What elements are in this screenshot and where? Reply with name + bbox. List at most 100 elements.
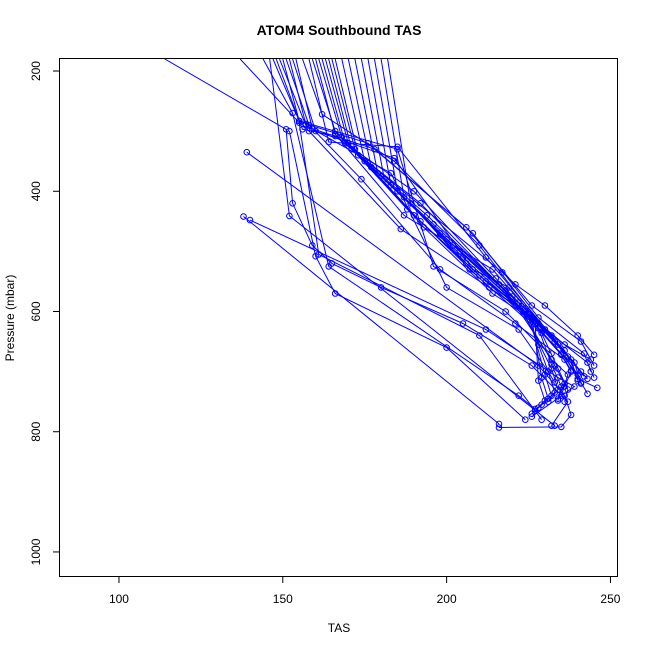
data-point [535, 362, 542, 369]
data-point [463, 224, 470, 231]
data-point [528, 362, 536, 369]
data-point [548, 361, 555, 368]
data-point [443, 344, 450, 351]
data-point [482, 254, 490, 261]
data-point [551, 338, 559, 345]
y-tick-label: 200 [29, 61, 43, 81]
series-line-24 [374, 59, 546, 415]
data-point [443, 284, 450, 291]
data-point [282, 126, 290, 133]
data-point [590, 374, 598, 381]
data-point [469, 266, 477, 273]
data-point [430, 263, 437, 270]
data-point [482, 326, 490, 333]
data-point [489, 290, 496, 297]
series-line-1 [164, 59, 569, 426]
data-point [289, 200, 296, 207]
data-point [400, 212, 408, 219]
x-tick-label: 150 [273, 592, 293, 606]
data-point [558, 350, 565, 357]
data-point [394, 145, 401, 153]
data-point [538, 329, 545, 337]
data-point [390, 154, 398, 162]
data-point [584, 359, 591, 366]
data-point [554, 397, 562, 404]
data-point [538, 416, 545, 424]
data-point [502, 308, 509, 315]
data-point [286, 127, 293, 135]
data-point [590, 351, 598, 359]
data-point [541, 397, 549, 404]
data-point [495, 424, 503, 431]
data-point [535, 377, 542, 384]
series-line-2 [246, 151, 572, 428]
data-point [515, 326, 523, 333]
data-point [551, 422, 559, 430]
data-point [551, 379, 559, 386]
data-point [243, 148, 251, 156]
y-tick-label: 1000 [29, 538, 43, 565]
data-point [584, 390, 591, 398]
data-point [528, 410, 536, 418]
chart-title: ATOM4 Southbound TAS [257, 22, 422, 38]
x-axis-label: TAS [328, 621, 350, 635]
data-point [561, 398, 568, 406]
series-line-34 [272, 59, 552, 355]
x-tick-label: 250 [600, 592, 620, 606]
data-point [407, 200, 414, 207]
data-point [469, 230, 477, 237]
data-point [299, 126, 306, 133]
data-point [558, 423, 565, 431]
data-point [548, 350, 555, 357]
data-point [594, 384, 601, 392]
series-line-18 [334, 59, 569, 396]
data-point [587, 368, 595, 375]
data-point [459, 320, 467, 327]
data-point [554, 365, 562, 372]
data-point [387, 181, 395, 189]
data-point [567, 411, 575, 419]
data-point [312, 252, 319, 260]
series-line-9 [275, 59, 595, 356]
y-tick-label: 400 [29, 181, 43, 201]
y-tick-label: 600 [29, 301, 43, 321]
data-point [564, 371, 572, 378]
series-line-20 [347, 59, 559, 403]
series-line-3 [243, 216, 500, 425]
series-line-25 [380, 59, 562, 401]
data-point [358, 175, 365, 183]
data-point [351, 145, 359, 153]
data-point [331, 127, 339, 135]
series-layer [164, 59, 601, 431]
data-point [240, 213, 247, 220]
data-point [544, 395, 552, 403]
y-axis: 200 400 600 800 1000 [29, 61, 60, 565]
data-point [515, 392, 523, 400]
series-line-33 [279, 59, 556, 383]
data-point [544, 368, 552, 375]
data-point [489, 266, 496, 273]
data-point [315, 251, 323, 258]
data-point [561, 356, 568, 363]
plot-frame [59, 58, 618, 577]
data-point [580, 350, 588, 357]
series-line-8 [269, 59, 556, 427]
x-axis: 100 150 200 250 [109, 576, 621, 606]
data-point [318, 111, 326, 118]
data-point [295, 117, 303, 125]
data-point [558, 383, 565, 390]
series-line-26 [387, 59, 569, 402]
data-point [476, 332, 483, 339]
data-point [495, 420, 503, 428]
data-point [541, 302, 549, 309]
x-tick-label: 200 [437, 592, 457, 606]
data-point [571, 359, 578, 366]
y-tick-label: 800 [29, 421, 43, 441]
data-point [554, 395, 562, 403]
data-point [394, 188, 401, 195]
data-point [246, 216, 254, 224]
data-point [580, 373, 588, 380]
series-line-30 [331, 59, 582, 384]
